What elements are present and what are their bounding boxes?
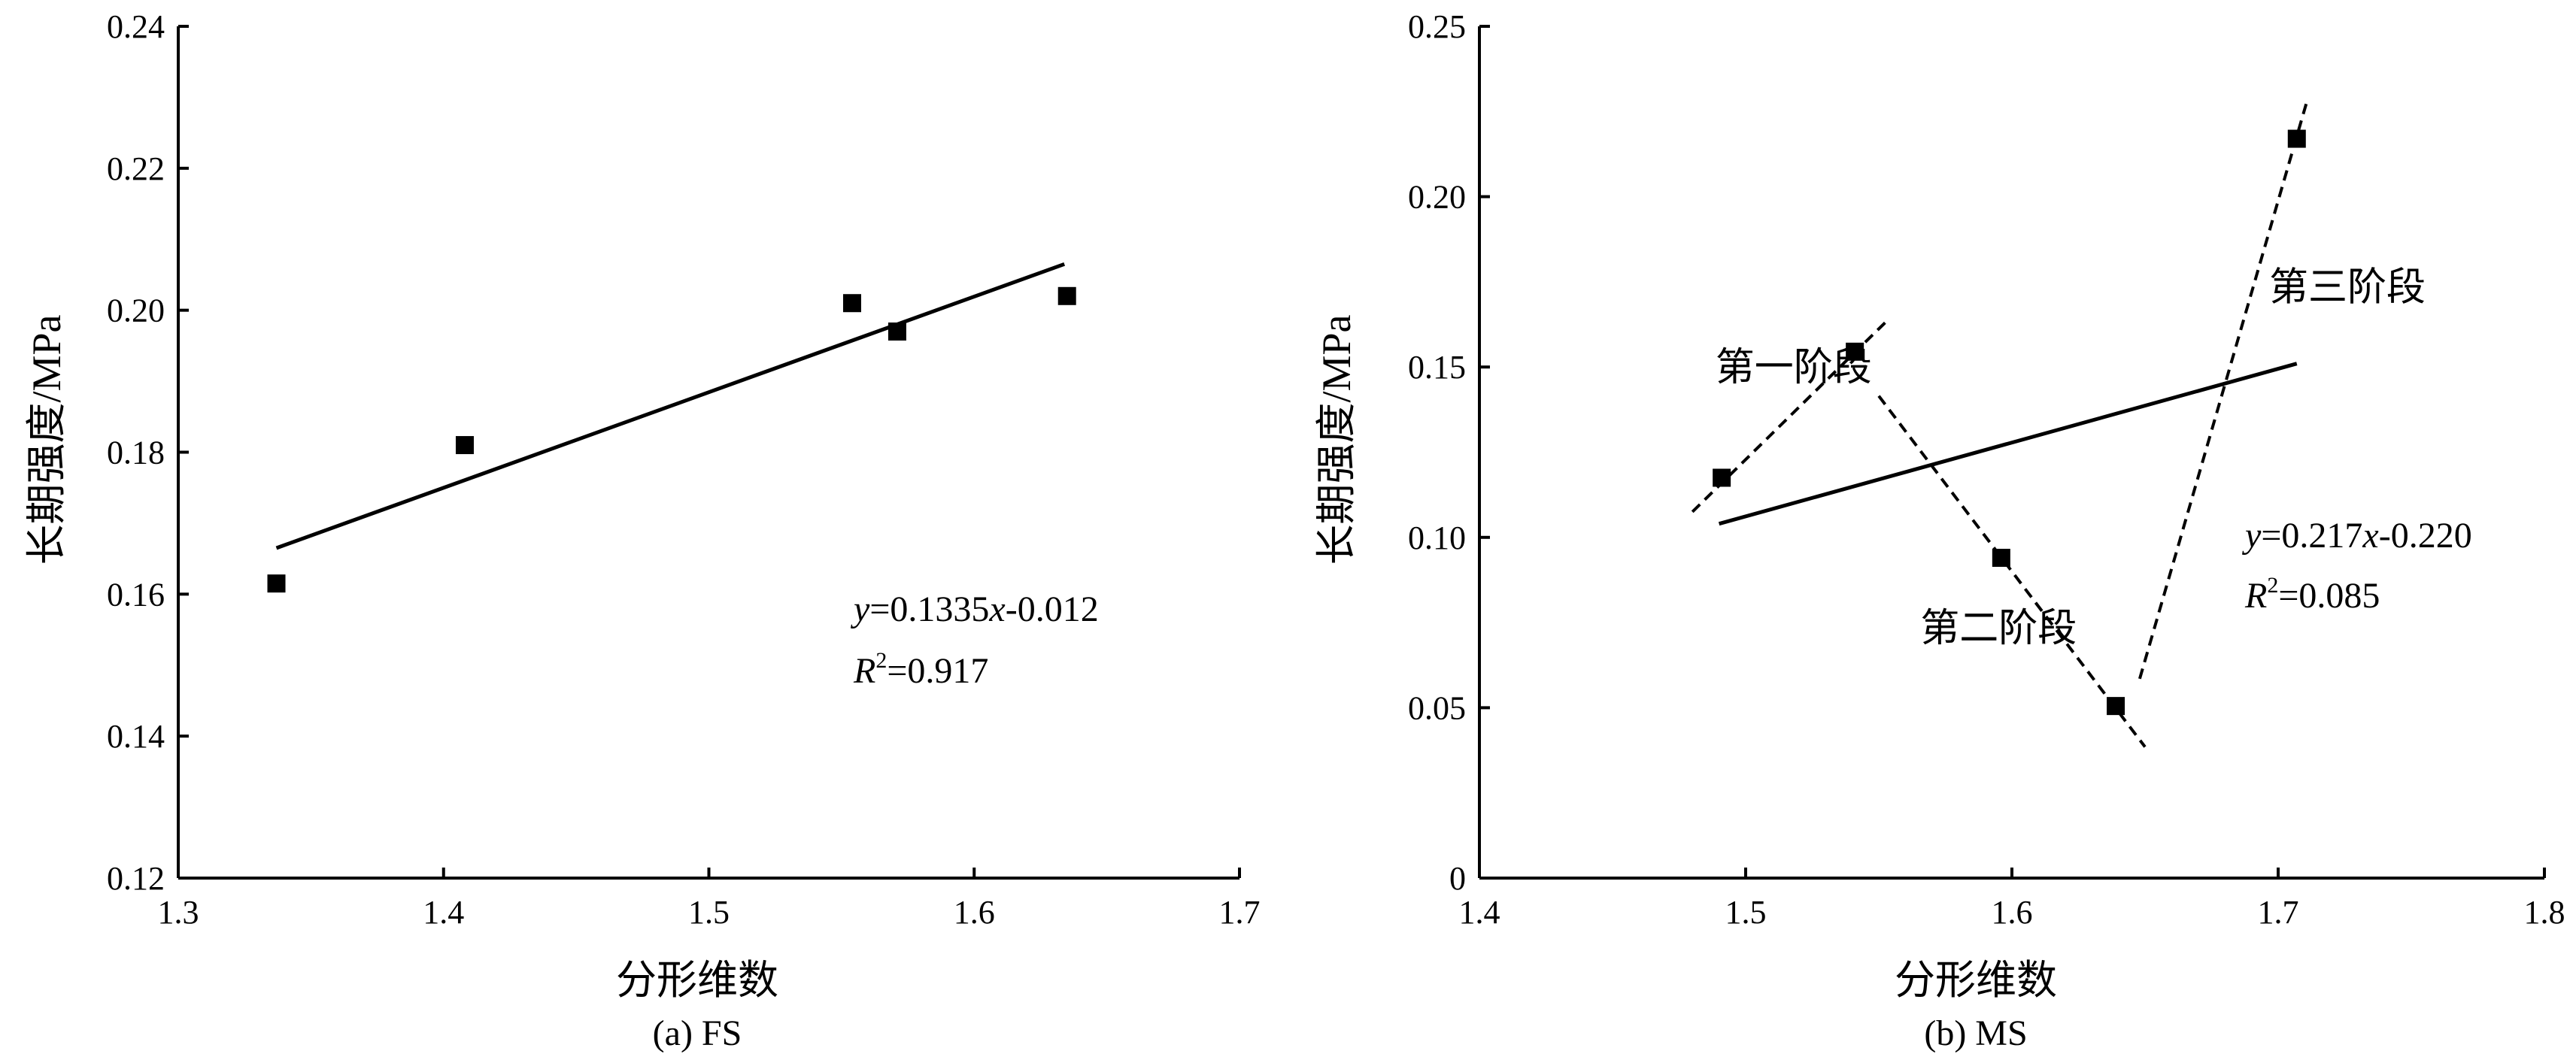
x-tick-label: 1.8 [2524, 894, 2565, 931]
panel-a-r-squared: R2=0.917 [853, 648, 988, 691]
x-tick-label: 1.3 [158, 894, 199, 931]
y-tick-label: 0.20 [107, 292, 165, 329]
y-tick-label: 0.05 [1408, 689, 1466, 726]
data-point [842, 294, 861, 313]
panel-a-axes: 0.12 0.14 0.16 0.18 0.20 0.22 0.24 1.3 1.4 1.5 1.6… [107, 8, 1261, 931]
panel-a-data-points [267, 286, 1076, 593]
panel-a-x-axis-title: 分形维数 [616, 958, 778, 1003]
panel-a-fit-lines [275, 262, 1066, 550]
stage-label: 第一阶段 [1716, 347, 1872, 389]
y-tick-label: 0.14 [107, 718, 165, 755]
panel-b-x-axis-title: 分形维数 [1895, 958, 2057, 1003]
stage-label: 第二阶段 [1920, 607, 2077, 650]
x-tick-label: 1.7 [1219, 894, 1261, 931]
regression-line [275, 262, 1066, 550]
data-point [2107, 697, 2125, 716]
x-tick-label: 1.4 [423, 894, 464, 931]
data-point [1057, 286, 1076, 305]
y-tick-label: 0.12 [107, 860, 165, 897]
panel-b-chart: 0 0.05 0.10 0.15 0.20 0.25 1.4 1.5 1.6 1.7 1.8 第一阶… [1314, 8, 2565, 1053]
stage-label: 第三阶段 [2269, 267, 2426, 310]
panel-a-caption: (a) FS [653, 1013, 742, 1053]
stage-fit-line [1877, 395, 2147, 748]
panel-a-equation: y=0.1335x-0.012 [850, 589, 1099, 629]
data-point [267, 574, 286, 593]
data-point [887, 322, 906, 341]
y-tick-label: 0 [1449, 860, 1466, 897]
x-tick-label: 1.4 [1459, 894, 1500, 931]
panel-b-y-axis-title: 长期强度/MPa [1314, 314, 1359, 565]
x-tick-label: 1.6 [954, 894, 995, 931]
panel-b-r-squared: R2=0.085 [2244, 573, 2380, 616]
data-point [1992, 548, 2010, 567]
y-tick-label: 0.16 [107, 576, 165, 613]
y-tick-label: 0.25 [1408, 8, 1466, 45]
panel-a-y-axis-title: 长期强度/MPa [24, 314, 69, 565]
x-tick-label: 1.5 [1725, 894, 1767, 931]
x-tick-label: 1.6 [1992, 894, 2033, 931]
stage-fit-line [2138, 98, 2309, 680]
panel-b-data-points [1713, 129, 2306, 716]
y-tick-label: 0.20 [1408, 179, 1466, 216]
panel-b-equation: y=0.217x-0.220 [2241, 516, 2472, 556]
x-tick-label: 1.5 [688, 894, 730, 931]
regression-line [1718, 362, 2298, 526]
y-tick-label: 0.22 [107, 150, 165, 187]
y-tick-label: 0.15 [1408, 349, 1466, 386]
panel-a-chart: 0.12 0.14 0.16 0.18 0.20 0.22 0.24 1.3 1.4 1.5 1.6… [24, 8, 1261, 1053]
y-tick-label: 0.18 [107, 435, 165, 471]
y-tick-label: 0.24 [107, 8, 165, 45]
panel-b-caption: (b) MS [1924, 1013, 2027, 1053]
x-tick-label: 1.7 [2258, 894, 2299, 931]
panel-b-axes: 0 0.05 0.10 0.15 0.20 0.25 1.4 1.5 1.6 1.7 1.8 [1408, 8, 2565, 931]
data-point [455, 436, 474, 455]
data-point [1846, 342, 1864, 361]
y-tick-label: 0.10 [1408, 519, 1466, 556]
data-point [2287, 129, 2306, 148]
data-point [1713, 468, 1731, 487]
